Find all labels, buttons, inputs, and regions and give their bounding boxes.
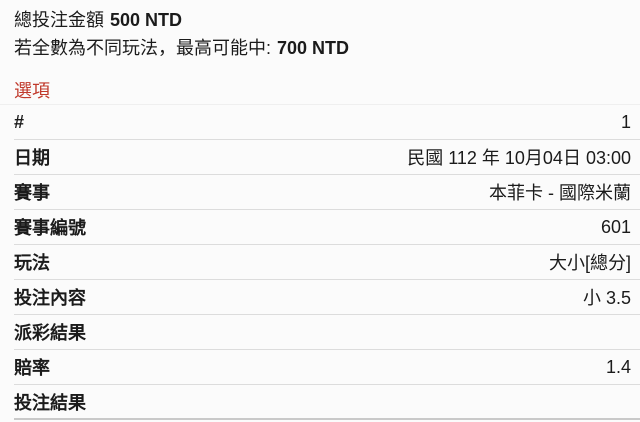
max-win-line: 若全數為不同玩法，最高可能中: 700 NTD xyxy=(14,34,626,62)
row-value: 本菲卡 - 國際米蘭 xyxy=(489,183,631,203)
max-win-amount: 700 NTD xyxy=(277,38,350,58)
row-value: 小 3.5 xyxy=(582,288,631,308)
row-label: 日期 xyxy=(14,148,50,168)
row-value: 601 xyxy=(600,216,631,237)
row-value: 大小[總分] xyxy=(548,253,631,273)
table-row: 玩法 大小[總分] xyxy=(14,245,640,280)
row-label: 賽事編號 xyxy=(14,218,86,238)
table-row: 派彩結果 xyxy=(14,315,640,350)
bet-summary: 總投注金額 500 NTD 若全數為不同玩法，最高可能中: 700 NTD xyxy=(0,0,640,62)
table-row: 日期 民國 112 年 10月04日 03:00 xyxy=(14,140,640,175)
table-row: 賽事編號 601 xyxy=(14,210,640,245)
row-label: 玩法 xyxy=(14,253,50,273)
row-label: # xyxy=(14,111,25,132)
total-bet-label: 總投注金額 xyxy=(14,10,104,30)
row-value: 1.4 xyxy=(605,356,631,377)
table-row: 賽事 本菲卡 - 國際米蘭 xyxy=(14,175,640,210)
bet-details-table: #1 日期 民國 112 年 10月04日 03:00 賽事 本菲卡 - 國際米蘭賽事編… xyxy=(0,104,640,420)
max-win-label: 若全數為不同玩法，最高可能中: xyxy=(14,38,271,58)
row-label: 賠率 xyxy=(14,358,50,378)
options-section-title: 選項 xyxy=(14,81,50,101)
row-value: 民國 112 年 10月04日 03:00 xyxy=(407,148,631,168)
table-row: 投注內容 小 3.5 xyxy=(14,280,640,315)
table-row: 投注結果 xyxy=(14,385,640,420)
table-row: #1 xyxy=(14,105,640,140)
row-value: 1 xyxy=(620,111,631,132)
total-bet-line: 總投注金額 500 NTD xyxy=(14,6,626,34)
row-label: 賽事 xyxy=(14,183,50,203)
total-bet-amount: 500 NTD xyxy=(110,10,183,30)
row-label: 投注結果 xyxy=(14,392,86,413)
row-label: 投注內容 xyxy=(14,288,86,308)
row-label: 派彩結果 xyxy=(14,323,86,343)
table-row: 賠率 1.4 xyxy=(14,350,640,385)
